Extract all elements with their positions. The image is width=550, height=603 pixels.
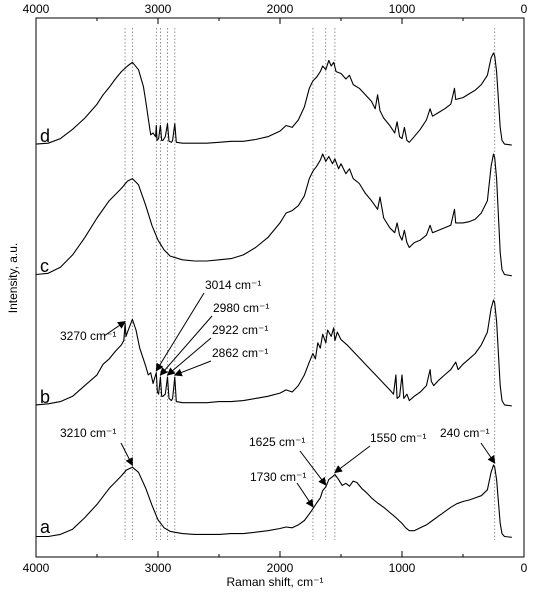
x-axis-label: Raman shift, cm⁻¹: [226, 575, 323, 589]
annotation-label-1730: 1730 cm⁻¹: [250, 470, 306, 484]
x-tick-label-top: 3000: [145, 2, 172, 16]
annotation-label-2922: 2922 cm⁻¹: [212, 323, 268, 337]
x-tick-label-bottom: 0: [521, 561, 528, 575]
annotation-arrow-3270: [103, 320, 126, 337]
annotation-arrow-240: [480, 442, 496, 464]
annotation-label-240: 240 cm⁻¹: [440, 426, 490, 440]
x-tick-label-top: 2000: [267, 2, 294, 16]
spectrum-line-a: [36, 464, 512, 538]
x-tick-label-bottom: 3000: [145, 561, 172, 575]
annotation-label-3270: 3270 cm⁻¹: [60, 329, 116, 343]
annotation-label-3014: 3014 cm⁻¹: [205, 278, 261, 292]
x-tick-label-top: 0: [521, 2, 528, 16]
annotation-arrow-3210: [120, 442, 133, 467]
annotation-label-1625: 1625 cm⁻¹: [249, 435, 305, 449]
annotation-arrow-2862: [173, 360, 212, 377]
spectrum-line-c: [35, 153, 512, 277]
trace-label-b: b: [40, 387, 50, 407]
annotation-arrow-1625: [299, 450, 327, 486]
annotation-arrow-3014: [155, 292, 205, 372]
x-tick-label-bottom: 1000: [389, 561, 416, 575]
trace-label-c: c: [40, 256, 49, 276]
annotation-arrow-1730: [296, 482, 314, 508]
annotation-label-2980: 2980 cm⁻¹: [213, 301, 269, 315]
annotation-label-2862: 2862 cm⁻¹: [212, 346, 268, 360]
x-tick-label-top: 4000: [23, 2, 50, 16]
annotation-label-1550: 1550 cm⁻¹: [370, 431, 426, 445]
spectrum-line-d: [35, 52, 512, 146]
x-tick-label-bottom: 2000: [267, 561, 294, 575]
spectrum-line-b: [35, 299, 512, 407]
trace-label-d: d: [40, 126, 50, 146]
annotation-label-3210: 3210 cm⁻¹: [60, 426, 116, 440]
annotation-arrow-1550: [334, 445, 371, 474]
x-tick-label-top: 1000: [389, 2, 416, 16]
annotation-arrow-2980: [159, 315, 213, 376]
trace-label-a: a: [40, 517, 51, 537]
y-axis-label: Intensity, a.u.: [6, 243, 20, 313]
x-tick-label-bottom: 4000: [23, 561, 50, 575]
